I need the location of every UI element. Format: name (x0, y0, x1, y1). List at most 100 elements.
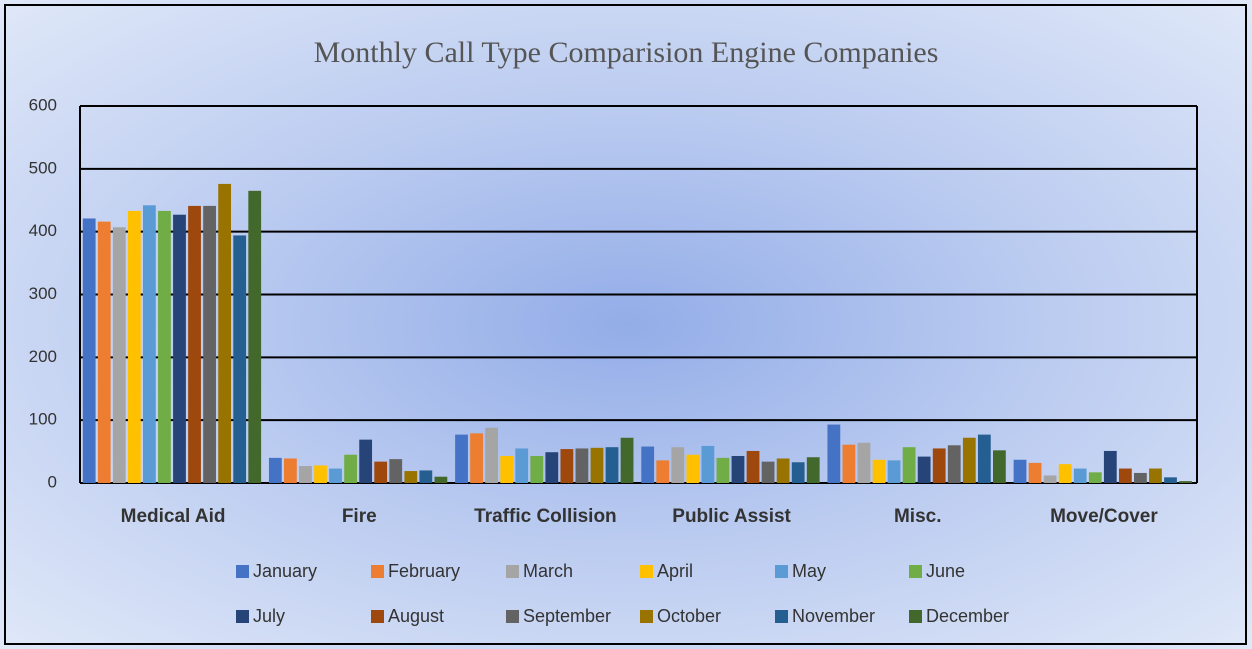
bar (188, 205, 201, 483)
legend-label: July (253, 606, 285, 626)
x-tick-label: Medical Aid (121, 506, 226, 527)
x-tick-label: Misc. (894, 506, 942, 527)
legend-label: August (388, 606, 444, 626)
bar (1058, 464, 1072, 483)
bar (344, 454, 357, 483)
bar (1134, 472, 1147, 483)
bar (82, 218, 96, 483)
bar (1103, 450, 1117, 483)
bar (515, 448, 529, 483)
chart-title: Monthly Call Type Comparision Engine Com… (314, 36, 939, 69)
bar (218, 183, 232, 483)
y-tick-label: 100 (29, 410, 57, 429)
bar (932, 448, 946, 483)
bar (620, 437, 634, 483)
bar (947, 445, 961, 483)
y-tick-label: 400 (29, 221, 57, 240)
bar (887, 460, 901, 483)
x-tick-label: Traffic Collision (474, 506, 617, 527)
legend-label: September (523, 606, 611, 626)
y-tick-label: 600 (29, 95, 57, 114)
bar (359, 439, 373, 483)
bar (872, 459, 886, 483)
legend-swatch (506, 610, 519, 623)
bar (434, 476, 448, 483)
y-tick-label: 300 (29, 284, 57, 303)
chart-border (4, 4, 1247, 645)
bar (671, 447, 685, 483)
bar (500, 455, 514, 483)
bar (977, 434, 991, 483)
legend-swatch (640, 610, 653, 623)
bar (314, 465, 327, 483)
legend-swatch (775, 610, 788, 623)
bar (1013, 459, 1027, 483)
legend-swatch (909, 565, 922, 578)
bar (485, 427, 499, 483)
bar (1118, 468, 1132, 483)
legend-swatch (640, 565, 653, 578)
bar (590, 447, 604, 483)
bar (1043, 475, 1057, 483)
legend-label: April (657, 561, 693, 581)
legend-swatch (371, 565, 384, 578)
bar (656, 460, 670, 483)
bar (827, 424, 841, 483)
legend-label: June (926, 561, 965, 581)
bar (268, 457, 282, 483)
y-tick-label: 500 (29, 158, 57, 177)
bar (806, 457, 820, 483)
bar (1028, 462, 1042, 483)
bar (404, 471, 418, 483)
legend-label: February (388, 561, 460, 581)
bar (142, 205, 156, 483)
bar (1149, 468, 1162, 483)
bar (112, 227, 126, 483)
bar (233, 235, 247, 483)
bar (203, 205, 216, 483)
bar (127, 210, 141, 483)
legend-swatch (775, 565, 788, 578)
bar (992, 450, 1006, 483)
bar (419, 470, 433, 483)
bar (329, 468, 342, 483)
legend-swatch (506, 565, 519, 578)
bar (545, 452, 559, 483)
legend-swatch (909, 610, 922, 623)
legend-label: October (657, 606, 721, 626)
bar (761, 461, 775, 483)
bar (701, 445, 715, 483)
bar (605, 447, 619, 483)
legend-label: March (523, 561, 573, 581)
x-tick-label: Move/Cover (1050, 506, 1158, 527)
legend-swatch (236, 610, 249, 623)
legend-label: December (926, 606, 1009, 626)
bar (560, 449, 574, 483)
legend-swatch (371, 610, 384, 623)
bar (962, 437, 976, 483)
legend-swatch (236, 565, 249, 578)
y-tick-label: 200 (29, 347, 57, 366)
bar (299, 466, 312, 483)
bar (641, 446, 655, 483)
legend-label: November (792, 606, 875, 626)
bar (917, 456, 931, 483)
legend-label: January (253, 561, 317, 581)
bar (1088, 472, 1102, 483)
bar (1073, 468, 1087, 483)
bar (791, 462, 805, 483)
bar (158, 210, 171, 483)
bar (374, 461, 388, 483)
bar (1179, 481, 1192, 483)
bar (716, 457, 730, 483)
y-tick-label: 0 (48, 472, 57, 491)
bar (776, 458, 790, 483)
bar (530, 455, 544, 483)
bar (173, 214, 186, 483)
bar (284, 458, 297, 483)
bar (731, 455, 745, 483)
bar (842, 444, 856, 483)
bar (1164, 477, 1177, 483)
